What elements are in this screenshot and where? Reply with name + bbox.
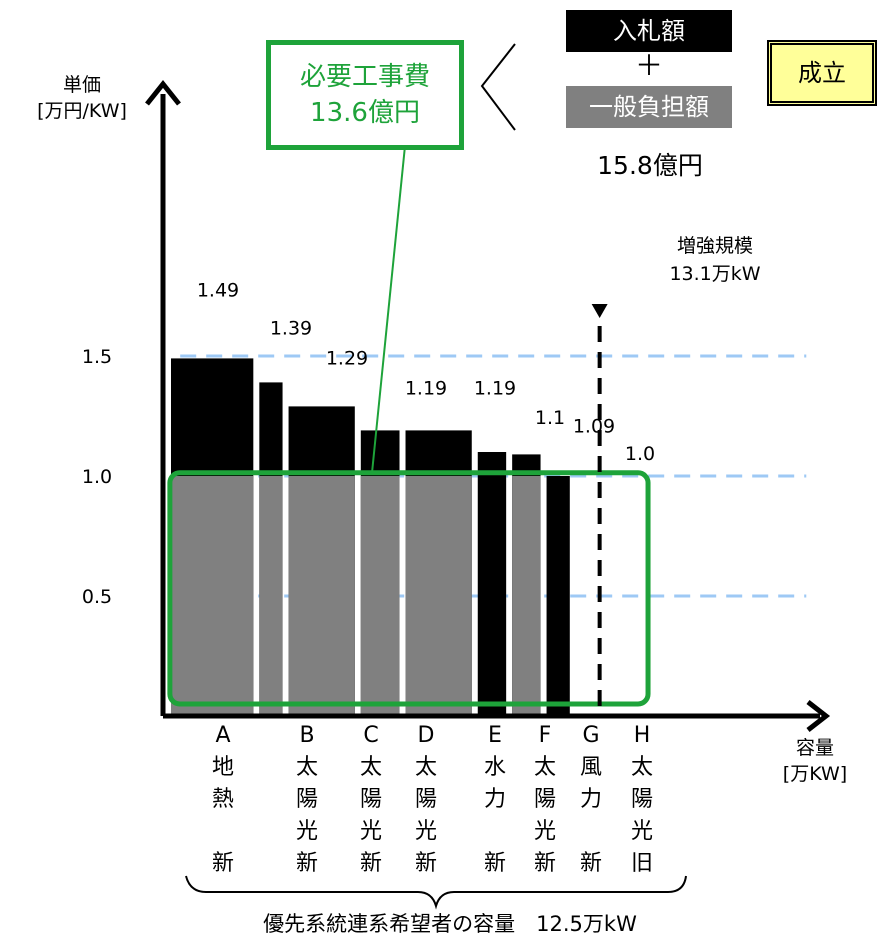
bar — [546, 476, 570, 716]
y-tick-label: 1.5 — [82, 346, 112, 368]
bars — [171, 358, 570, 716]
required-cost-highlight — [167, 470, 651, 707]
value-label: 1.49 — [197, 279, 239, 301]
reinforcement-label-line2: 13.1万kW — [669, 263, 761, 285]
category-letter: A — [215, 723, 230, 748]
x-axis-arrow — [806, 700, 831, 732]
value-label: 1.39 — [270, 317, 312, 339]
reinforcement-marker — [591, 304, 608, 318]
y-axis-arrow — [145, 79, 181, 106]
category-char: 新 — [212, 851, 234, 876]
category-char: 太 — [534, 755, 556, 780]
category-char: 新 — [296, 851, 318, 876]
y-tick-label: 0.5 — [82, 586, 112, 608]
category-letter: C — [363, 723, 378, 748]
value-label: 1.1 — [535, 407, 565, 429]
priority-capacity-caption: 優先系統連系希望者の容量 12.5万kW — [263, 912, 637, 936]
burden-segment — [405, 476, 472, 716]
category-char: 旧 — [631, 851, 653, 876]
category-letter: F — [539, 723, 552, 748]
bid-amount-box: 入札額 — [566, 10, 732, 52]
y-axis-label: 単価 [万円/KW] — [32, 72, 132, 124]
bracket — [480, 43, 516, 131]
reinforcement-label: 増強規模 13.1万kW — [630, 232, 800, 288]
category-char: 新 — [415, 851, 437, 876]
value-label: 1.19 — [474, 377, 516, 399]
general-burden-box: 一般負担額 — [566, 86, 732, 128]
category-char: 風 — [580, 755, 602, 780]
reinforcement-label-line1: 増強規模 — [676, 235, 753, 257]
category-char: 力 — [484, 787, 506, 812]
category-char: 太 — [296, 755, 318, 780]
category-char: 新 — [580, 851, 602, 876]
category-char: 新 — [484, 851, 506, 876]
labels: 1.5 1.0 0.5 1.49 1.39 1.29 1.19 1.19 1.1 1.09 1.0 A… — [82, 279, 655, 876]
burden-segment — [288, 476, 355, 716]
burden-segment — [512, 476, 541, 716]
category-char: 太 — [415, 755, 437, 780]
plus-sign: ＋ — [634, 49, 663, 82]
y-tick-label: 1.0 — [82, 466, 112, 488]
status-badge: 成立 — [767, 40, 877, 106]
x-axis-label-line1: 容量 — [795, 737, 834, 759]
category-char: 光 — [631, 819, 653, 844]
total-amount: 15.8億円 — [597, 151, 703, 180]
category-char: 新 — [534, 851, 556, 876]
category-letter: H — [634, 723, 651, 748]
burden-segment — [171, 476, 254, 716]
axes — [145, 79, 831, 732]
bar — [477, 452, 507, 716]
x-axis-label-line2: [万KW] — [782, 763, 848, 785]
category-letter: D — [418, 723, 435, 748]
x-axis-label: 容量 [万KW] — [770, 735, 860, 787]
category-letter: B — [299, 723, 314, 748]
value-label: 1.09 — [573, 415, 615, 437]
category-char: 陽 — [415, 787, 437, 812]
callout-connector — [371, 135, 407, 473]
category-char: 陽 — [631, 787, 653, 812]
overlays — [167, 43, 687, 910]
category-char: 熱 — [212, 787, 234, 812]
category-char: 陽 — [534, 787, 556, 812]
category-letter: G — [582, 723, 599, 748]
category-char: 太 — [631, 755, 653, 780]
required-cost-callout: 必要工事費 13.6億円 — [266, 40, 464, 150]
category-char: 光 — [415, 819, 437, 844]
category-char: 光 — [534, 819, 556, 844]
category-char: 陽 — [360, 787, 382, 812]
category-brace — [185, 875, 687, 910]
y-axis-label-line2: [万円/KW] — [37, 100, 127, 122]
category-char: 水 — [484, 755, 506, 780]
category-char: 陽 — [296, 787, 318, 812]
value-label: 1.29 — [326, 347, 368, 369]
category-char: 光 — [360, 819, 382, 844]
category-char: 地 — [212, 755, 234, 780]
required-cost-value: 13.6億円 — [310, 98, 420, 128]
y-axis-label-line1: 単価 — [62, 74, 101, 96]
burden-segment — [259, 476, 283, 716]
value-label: 1.0 — [625, 443, 655, 465]
value-label: 1.19 — [405, 377, 447, 399]
category-char: 光 — [296, 819, 318, 844]
required-cost-title: 必要工事費 — [299, 62, 430, 92]
burden-segment — [360, 476, 400, 716]
category-char: 太 — [360, 755, 382, 780]
category-char: 力 — [580, 787, 602, 812]
category-letter: E — [488, 723, 502, 748]
category-char: 新 — [360, 851, 382, 876]
